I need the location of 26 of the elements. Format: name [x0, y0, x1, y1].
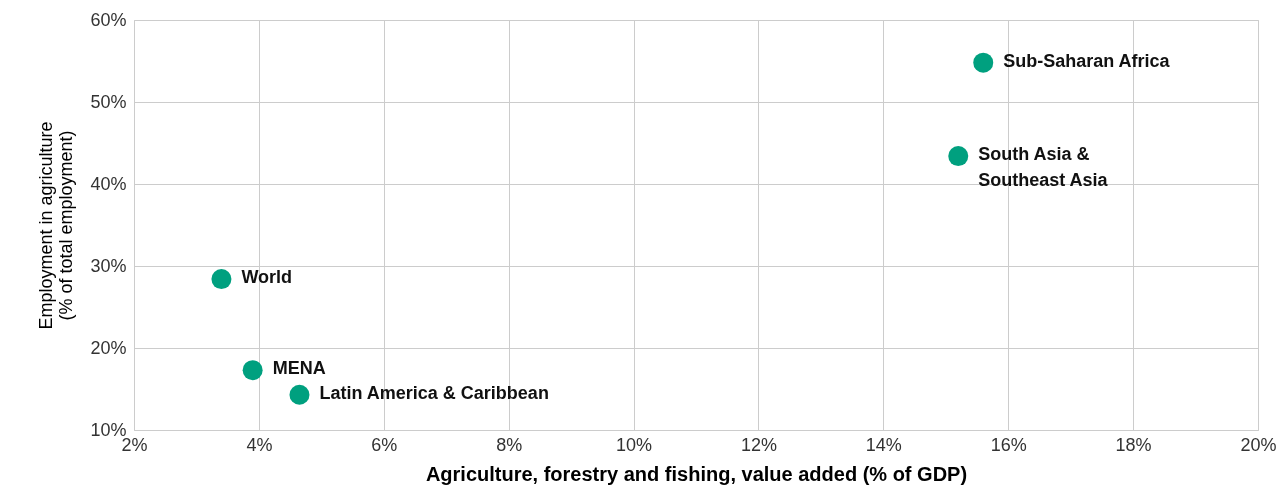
- y-tick-label: 50%: [90, 91, 127, 112]
- point: [211, 269, 232, 290]
- series-label: MENA: [272, 358, 326, 379]
- x-tick-label: 12%: [740, 434, 777, 455]
- x-tick-label: 14%: [865, 434, 902, 455]
- series-label: Latin America & Caribbean: [319, 382, 549, 403]
- y-tick-label: 60%: [90, 9, 127, 30]
- y-tick-label: 40%: [90, 173, 127, 194]
- point: [948, 146, 969, 167]
- point: [973, 52, 994, 73]
- y-axis-title: Employment in agriculture (% of total employment): [36, 121, 77, 330]
- x-tick-label: 4%: [246, 434, 273, 455]
- x-tick-label: 8%: [496, 434, 523, 455]
- x-axis-title: Agriculture, forestry and fishing, value added (% of GDP): [425, 462, 968, 485]
- x-tick-label: 10%: [616, 434, 653, 455]
- x-tick-label: 20%: [1240, 434, 1277, 455]
- series-label: World: [241, 267, 293, 288]
- y-tick-label: 20%: [90, 337, 127, 358]
- point: [289, 384, 310, 405]
- series-label: South Asia & Southeast Asia: [978, 144, 1109, 191]
- x-tick-label: 18%: [1115, 434, 1152, 455]
- series-label: Sub-Saharan Africa: [1003, 50, 1171, 71]
- x-tick-label: 6%: [371, 434, 398, 455]
- y-tick-label: 30%: [90, 255, 127, 276]
- x-tick-label: 16%: [990, 434, 1027, 455]
- point: [242, 360, 263, 381]
